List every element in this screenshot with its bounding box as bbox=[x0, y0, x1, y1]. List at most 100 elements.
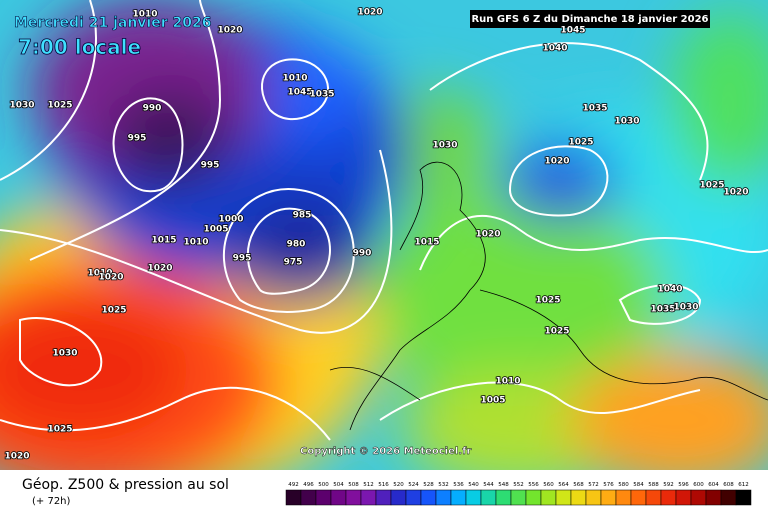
colorbar-label: 612 bbox=[738, 482, 749, 488]
colorbar-swatch bbox=[330, 489, 347, 506]
isobar-label: 1005 bbox=[480, 396, 505, 406]
colorbar-label: 556 bbox=[528, 482, 539, 488]
colorbar-swatch bbox=[420, 489, 437, 506]
isobar-label: 1010 bbox=[495, 377, 520, 387]
colorbar-label: 584 bbox=[633, 482, 644, 488]
colorbar-label: 504 bbox=[333, 482, 344, 488]
isobar-label: 1030 bbox=[52, 349, 77, 359]
isobar-label: 1015 bbox=[414, 238, 439, 248]
isobar-label: 1025 bbox=[101, 306, 126, 316]
isobar-label: 1040 bbox=[657, 285, 682, 295]
field bbox=[0, 0, 768, 470]
isobar-label: 1025 bbox=[699, 181, 724, 191]
isobar-label: 1030 bbox=[614, 117, 639, 127]
colorbar-label: 496 bbox=[303, 482, 314, 488]
isobar-label: 1005 bbox=[203, 225, 228, 235]
colorbar-label: 596 bbox=[678, 482, 689, 488]
colorbar-swatch bbox=[525, 489, 542, 506]
colorbar-label: 576 bbox=[603, 482, 614, 488]
colorbar-label: 604 bbox=[708, 482, 719, 488]
isobar-label: 1020 bbox=[4, 452, 29, 462]
colorbar-swatch bbox=[585, 489, 602, 506]
colorbar-label: 608 bbox=[723, 482, 734, 488]
isobar-label: 1020 bbox=[147, 264, 172, 274]
isobar-label: 1020 bbox=[723, 188, 748, 198]
colorbar-swatch bbox=[540, 489, 557, 506]
colorbar-label: 524 bbox=[408, 482, 419, 488]
colorbar-swatch bbox=[435, 489, 452, 506]
isobar-label: 995 bbox=[128, 134, 147, 144]
colorbar-label: 512 bbox=[363, 482, 374, 488]
colorbar-label: 528 bbox=[423, 482, 434, 488]
copyright: Copyright © 2026 Meteociel.fr bbox=[300, 446, 471, 457]
colorbar-label: 544 bbox=[483, 482, 494, 488]
colorbar-swatch bbox=[705, 489, 722, 506]
colorbar-swatch bbox=[600, 489, 617, 506]
colorbar-swatch bbox=[675, 489, 692, 506]
isobar-label: 1025 bbox=[47, 425, 72, 435]
isobar-label: 1020 bbox=[475, 230, 500, 240]
colorbar-swatch bbox=[735, 489, 752, 506]
colorbar-label: 568 bbox=[573, 482, 584, 488]
isobar-label: 1035 bbox=[582, 104, 607, 114]
forecast-time: 7:00 locale bbox=[18, 35, 141, 59]
colorbar-swatch bbox=[495, 489, 512, 506]
isobar-label: 1035 bbox=[309, 90, 334, 100]
map-title: Géop. Z500 & pression au sol bbox=[22, 477, 229, 493]
isobar-label: 1045 bbox=[560, 26, 585, 36]
isobar-label: 1020 bbox=[98, 273, 123, 283]
isobar-label: 1020 bbox=[217, 26, 242, 36]
colorbar-label: 532 bbox=[438, 482, 449, 488]
isobar-label: 1025 bbox=[544, 327, 569, 337]
isobar-label: 1040 bbox=[542, 44, 567, 54]
colorbar-swatch bbox=[315, 489, 332, 506]
colorbar-swatch bbox=[555, 489, 572, 506]
colorbar-label: 540 bbox=[468, 482, 479, 488]
isobar-label: 1045 bbox=[287, 88, 312, 98]
isobar-label: 1035 bbox=[650, 305, 675, 315]
colorbar-label: 520 bbox=[393, 482, 404, 488]
colorbar-swatch bbox=[570, 489, 587, 506]
map-subtitle: (+ 72h) bbox=[32, 496, 71, 507]
colorbar-label: 500 bbox=[318, 482, 329, 488]
isobar-label: 985 bbox=[293, 211, 312, 221]
isobar-label: 1025 bbox=[47, 101, 72, 111]
colorbar-label: 516 bbox=[378, 482, 389, 488]
colorbar-label: 548 bbox=[498, 482, 509, 488]
colorbar-swatch bbox=[360, 489, 377, 506]
colorbar-label: 492 bbox=[288, 482, 299, 488]
run-info: Run GFS 6 Z du Dimanche 18 janvier 2026 bbox=[471, 14, 708, 25]
colorbar-label: 600 bbox=[693, 482, 704, 488]
colorbar-swatch bbox=[480, 489, 497, 506]
isobar-label: 995 bbox=[233, 254, 252, 264]
colorbar-label: 592 bbox=[663, 482, 674, 488]
isobars bbox=[0, 0, 768, 441]
isobar-label: 1020 bbox=[544, 157, 569, 167]
colorbar-swatch bbox=[405, 489, 422, 506]
isobar-label: 980 bbox=[287, 240, 306, 250]
isobar-label: 1030 bbox=[673, 303, 698, 313]
colorbar-swatch bbox=[720, 489, 737, 506]
isobar-label: 990 bbox=[143, 104, 162, 114]
colorbar-swatch bbox=[510, 489, 527, 506]
colorbar-swatch bbox=[660, 489, 677, 506]
isobar-label: 1000 bbox=[218, 215, 243, 225]
isobar-label: 1015 bbox=[151, 236, 176, 246]
colorbar-label: 536 bbox=[453, 482, 464, 488]
colorbar-swatch bbox=[465, 489, 482, 506]
colorbar-swatch bbox=[300, 489, 317, 506]
colorbar-swatch bbox=[630, 489, 647, 506]
isobar-label: 1010 bbox=[132, 10, 157, 20]
colorbar-swatch bbox=[390, 489, 407, 506]
isobar-label: 1025 bbox=[568, 138, 593, 148]
isobar-label: 1030 bbox=[9, 101, 34, 111]
isobar-label: 1025 bbox=[535, 296, 560, 306]
isobar-label: 1010 bbox=[282, 74, 307, 84]
colorbar-label: 580 bbox=[618, 482, 629, 488]
isobar-label: 1010 bbox=[183, 238, 208, 248]
colorbar-swatch bbox=[645, 489, 662, 506]
isobar-label: 1020 bbox=[357, 8, 382, 18]
isobar-label: 1030 bbox=[432, 141, 457, 151]
colorbar-label: 588 bbox=[648, 482, 659, 488]
